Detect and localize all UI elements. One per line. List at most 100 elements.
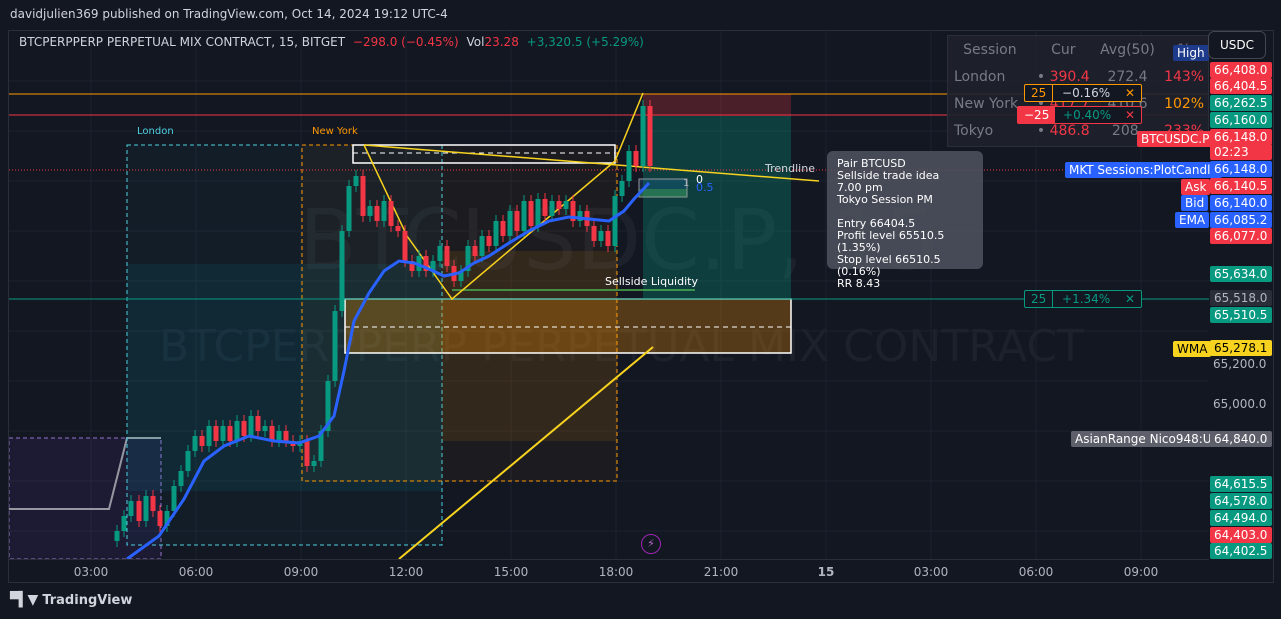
wma-tag: WMA: [1173, 341, 1212, 357]
ema-tag: EMA: [1175, 212, 1210, 228]
candle-body: [626, 151, 632, 181]
candle-body: [367, 206, 373, 216]
candle-body: [248, 416, 254, 436]
candle-body: [549, 201, 555, 216]
candle-body: [164, 511, 170, 526]
currency-button[interactable]: USDC: [1208, 31, 1266, 59]
candle-body: [500, 221, 506, 236]
order-short[interactable]: −25 +0.40% ✕: [1017, 106, 1142, 124]
candle-body: [528, 201, 534, 226]
close-icon[interactable]: ✕: [1124, 292, 1135, 306]
table-row: London • 390.4 272.4 143%: [954, 68, 1205, 85]
time-axis[interactable]: 03:00 06:00 09:00 12:00 15:00 18:00 21:0…: [9, 559, 1209, 582]
legend-change: −298.0 (−0.45%): [352, 35, 459, 49]
legend-vol-label: Vol: [466, 35, 485, 49]
order-long-1[interactable]: 25 −0.16% ✕: [1024, 84, 1142, 102]
candle-body: [346, 186, 352, 231]
candle-body: [619, 181, 625, 196]
ask-tag: Ask: [1181, 179, 1211, 195]
chart-canvas[interactable]: [9, 31, 1209, 559]
candle-body: [157, 511, 163, 526]
candle-body: [479, 236, 485, 256]
wma-line: [398, 346, 654, 559]
candle-body: [388, 201, 394, 226]
london-label: London: [137, 126, 174, 137]
chart-frame[interactable]: BTCUSDC.P, 15 BTCPERPPERP PERPETUAL MIX …: [8, 30, 1274, 583]
candle-body: [612, 196, 618, 246]
candle-body: [332, 311, 338, 381]
candle-body: [514, 211, 520, 231]
candle-body: [458, 271, 464, 281]
col-cur: Cur: [1051, 41, 1076, 58]
fib-zero-label: 0: [696, 173, 703, 186]
candle-body: [283, 431, 289, 441]
ema-line: [126, 181, 651, 559]
candle-body: [395, 226, 401, 231]
candle-body: [647, 106, 653, 166]
legend-vol-change: +3,320.5 (+5.29%): [526, 35, 644, 49]
candle-body: [150, 496, 156, 511]
candle-body: [234, 421, 240, 441]
legend-vol-value: 23.28: [484, 35, 519, 49]
candle-body: [556, 201, 562, 209]
top-range-box: [352, 144, 616, 164]
candle-body: [409, 261, 415, 271]
close-icon[interactable]: ✕: [1124, 86, 1135, 100]
candle-body: [605, 231, 611, 246]
symbol-tag: BTCUSDC.P: [1137, 131, 1214, 147]
candle-body: [437, 246, 443, 261]
candle-body: [465, 246, 471, 271]
candle-body: [444, 246, 450, 266]
candle-body: [325, 381, 331, 431]
candle-body: [633, 151, 639, 166]
sellside-liquidity-label: Sellside Liquidity: [605, 275, 698, 288]
candle-body: [472, 246, 478, 256]
asian-range-tag: AsianRange Nico948:Up: [1071, 431, 1224, 447]
tradingview-logo[interactable]: ▀▍▼ TradingView: [10, 592, 132, 608]
candle-body: [570, 201, 576, 221]
mkt-sessions-tag: MKT Sessions:PlotCandle: [1065, 162, 1222, 178]
candle-body: [521, 201, 527, 231]
candle-body: [542, 199, 548, 216]
asian-range-line: [9, 437, 161, 510]
candle-body: [276, 431, 282, 441]
candle-body: [114, 531, 120, 541]
fib-half-label: 0.5: [696, 181, 714, 194]
col-session: Session: [963, 41, 1017, 58]
high-tag: High: [1173, 45, 1209, 61]
candle-body: [339, 231, 345, 311]
close-icon[interactable]: ✕: [1124, 108, 1135, 122]
col-avg: Avg(50): [1100, 41, 1155, 58]
candle-body: [311, 461, 317, 466]
candle-body: [374, 206, 380, 221]
price-axis[interactable]: 66,408.0 66,404.5 66,262.5 66,160.0 66,1…: [1209, 31, 1273, 582]
candle-body: [381, 201, 387, 221]
candle-body: [262, 426, 268, 431]
candle-body: [640, 106, 646, 166]
legend-symbol[interactable]: BTCPERPPERP PERPETUAL MIX CONTRACT, 15, …: [19, 35, 346, 49]
candle-body: [178, 471, 184, 486]
candle-body: [304, 441, 310, 466]
new-york-label: New York: [312, 126, 358, 137]
candle-body: [206, 426, 212, 446]
candle-body: [143, 496, 149, 521]
bid-tag: Bid: [1181, 195, 1209, 211]
tv-logo-icon: ▀▍▼: [10, 592, 38, 608]
candle-body: [121, 516, 127, 531]
asian-session-box: [9, 437, 162, 559]
order-long-2[interactable]: 25 +1.34% ✕: [1024, 290, 1142, 308]
candle-body: [591, 226, 597, 241]
candle-body: [185, 451, 191, 471]
lightning-icon[interactable]: ⚡: [641, 534, 661, 554]
candles: [114, 100, 653, 547]
candle-body: [430, 261, 436, 271]
trade-idea-note[interactable]: Pair BTCUSD Sellside trade idea 7.00 pm …: [827, 151, 983, 290]
candle-body: [241, 421, 247, 436]
candle-body: [227, 426, 233, 441]
candle-body: [563, 201, 569, 209]
fib-one-label: 1: [683, 178, 690, 189]
candle-body: [535, 199, 541, 226]
trendline-label: Trendline: [765, 162, 815, 175]
candle-body: [128, 501, 134, 516]
candle-body: [577, 211, 583, 221]
